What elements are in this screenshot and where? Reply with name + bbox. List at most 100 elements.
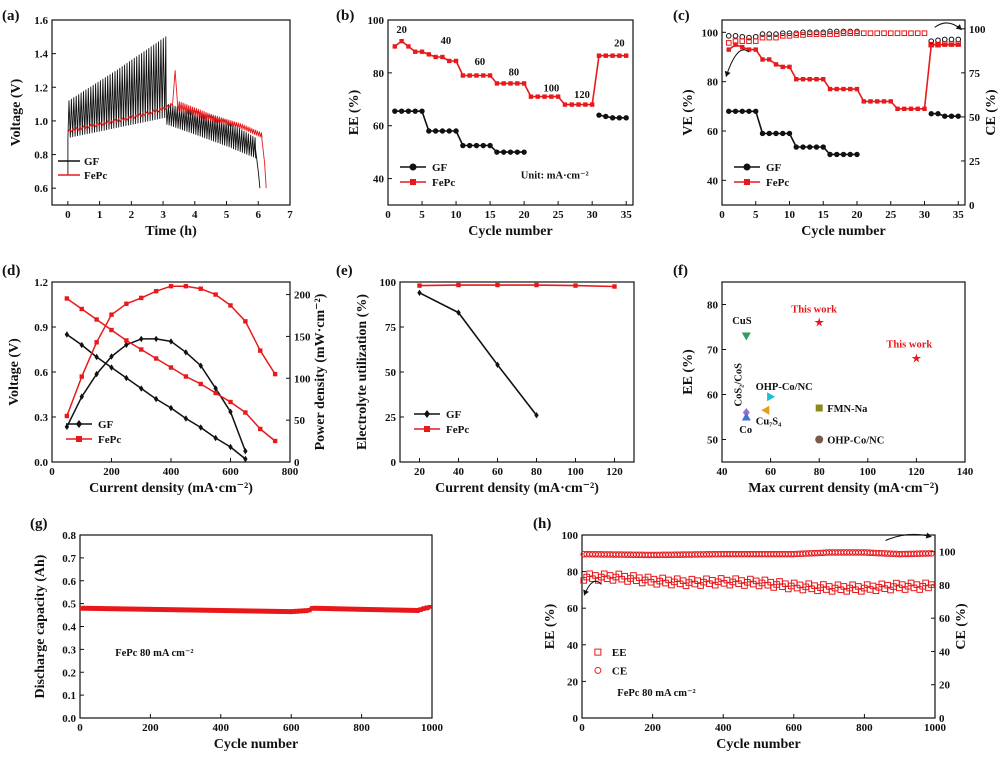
data-point-gf-ce [813, 29, 820, 36]
plot-frame [721, 19, 966, 206]
data-point-fepc [596, 53, 602, 58]
data-point-fepc [460, 73, 466, 78]
data-point-fepc-ce [867, 30, 874, 37]
data-point-gf-ce [773, 31, 779, 37]
data-point-gf-ve [820, 144, 826, 150]
data-point-gf-ve [854, 151, 860, 158]
x-tick-label: 5 [753, 209, 759, 221]
data-point-fepc-ve [733, 42, 738, 47]
x-tick-label: 30 [587, 209, 599, 221]
data-point-fepc-voltage [272, 438, 278, 444]
y-axis-label: EE (%) [681, 349, 696, 395]
data-point [427, 604, 432, 609]
data-point-gf-ce [928, 38, 935, 44]
data-point-fepc [487, 73, 493, 78]
data-point-gf-ce [759, 31, 766, 37]
y-tick-label: 80 [567, 567, 579, 579]
data-point-fepc [433, 54, 438, 60]
y2-axis-label: CE (%) [954, 603, 969, 650]
x-tick-label: 20 [519, 209, 531, 221]
data-point-fepc [617, 53, 622, 58]
data-point-ce [928, 550, 935, 557]
current-density-label: 120 [574, 90, 590, 101]
legend-marker [594, 648, 602, 656]
point-label: This work [791, 305, 837, 316]
data-point-ce [925, 550, 932, 557]
data-point-fepc-power [213, 292, 218, 297]
data-point-gf-ve [807, 144, 813, 150]
data-point-gf [507, 149, 514, 155]
x-tick-label: 400 [715, 722, 732, 734]
x-tick-label: 25 [885, 209, 897, 221]
data-point-fepc-voltage [139, 347, 144, 352]
unit-note: Unit: mA·cm⁻² [521, 171, 589, 182]
data-point-fepc [562, 102, 568, 107]
data-point-fepc [508, 81, 513, 86]
x-axis-label: Cycle number [716, 737, 800, 752]
arrow-ee-axis-head [583, 589, 589, 596]
data-point-fepc-ce [800, 32, 806, 38]
data-point-fepc-voltage [124, 338, 129, 343]
y2-tick-label: 200 [294, 290, 311, 302]
data-point-gf-ce [793, 30, 800, 37]
legend: EE CE [594, 647, 627, 677]
data-point-fepc-ce [948, 40, 955, 47]
point-label: Co [739, 425, 752, 436]
data-point-fepc-ve [800, 77, 806, 82]
x-tick-label: 3 [160, 209, 166, 221]
y2-tick-label: 25 [969, 156, 981, 168]
data-point-gf-voltage [79, 341, 84, 349]
legend-marker [76, 436, 82, 442]
data-point-gf [446, 128, 452, 134]
y-tick-label: 1.2 [34, 82, 48, 94]
y-tick-label: 0.9 [34, 322, 48, 334]
series-discharge-capacity [79, 604, 432, 615]
data-point-fepc-ce [874, 30, 881, 37]
x-tick-label: 40 [717, 466, 729, 478]
data-point-fepc [521, 81, 527, 86]
data-point-gf-ce [806, 29, 813, 36]
data-point-fepc-ve [814, 77, 819, 82]
x-axis-label: Cycle number [801, 224, 885, 239]
data-point [741, 332, 751, 341]
y-tick-label: 0.3 [34, 412, 48, 424]
data-point-fepc-ve [922, 106, 927, 111]
current-density-label: 20 [396, 25, 407, 36]
y2-tick-label: 0 [294, 457, 300, 469]
condition-note: FePc 80 mA cm⁻² [617, 688, 695, 699]
y-tick-label: 1.2 [34, 277, 48, 289]
data-point-gf [494, 149, 500, 155]
y2-tick-label: 0 [969, 200, 975, 212]
data-point-fepc-power [94, 340, 99, 345]
data-point [815, 435, 824, 444]
data-point-fepc-voltage [258, 426, 263, 432]
data-point-gf [460, 142, 466, 149]
y-tick-label: 0.8 [62, 530, 76, 542]
data-point-fepc [555, 94, 561, 99]
x-tick-label: 600 [222, 466, 239, 478]
data-point-gf-ce [854, 28, 860, 35]
data-point-fepc [456, 282, 461, 288]
data-point-fepc [549, 94, 554, 99]
data-point-fepc [426, 52, 432, 57]
y-tick-label: 1.4 [34, 49, 48, 61]
data-point-fepc-power [153, 289, 159, 294]
panel-e: (e) 20 40 60 80 100 120 0 25 50 75 100 Current densi… [336, 263, 635, 496]
x-tick-label: 800 [353, 722, 370, 734]
data-point-fepc-power [168, 283, 174, 289]
x-tick-label: 5 [224, 209, 230, 221]
data-point-gf [514, 149, 521, 155]
x-tick-label: 800 [282, 466, 299, 478]
legend-entry: FePc [432, 177, 455, 189]
data-point-gf-ve [726, 108, 732, 114]
data-point-fepc-ce [766, 34, 773, 41]
data-point-fepc-ce [894, 30, 901, 37]
y2-tick-label: 50 [969, 112, 981, 124]
y-tick-label: 100 [368, 15, 385, 27]
data-point-fepc-power [272, 371, 278, 377]
panel-d: (d) 0 200 400 600 800 0.0 0.3 0.6 0.9 1.2 0 50 100 150… [2, 263, 328, 496]
data-point-gf [412, 108, 418, 114]
data-point-gf-ve [935, 111, 941, 117]
x-tick-label: 0 [385, 209, 391, 221]
data-point-fepc-power [183, 283, 189, 289]
